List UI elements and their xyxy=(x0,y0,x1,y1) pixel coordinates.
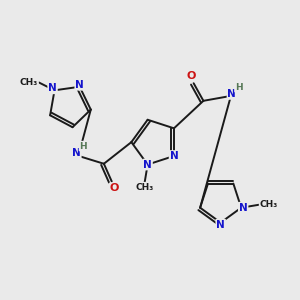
Text: N: N xyxy=(75,80,84,90)
Text: CH₃: CH₃ xyxy=(20,78,38,87)
Text: H: H xyxy=(235,82,243,91)
Text: O: O xyxy=(187,71,196,81)
Text: N: N xyxy=(216,220,225,230)
Text: N: N xyxy=(239,203,248,213)
Text: N: N xyxy=(48,83,57,93)
Text: CH₃: CH₃ xyxy=(136,183,154,192)
Text: N: N xyxy=(227,89,236,99)
Text: H: H xyxy=(80,142,87,151)
Text: CH₃: CH₃ xyxy=(260,200,278,209)
Text: N: N xyxy=(143,160,152,170)
Text: O: O xyxy=(110,183,119,193)
Text: N: N xyxy=(169,151,178,161)
Text: N: N xyxy=(72,148,81,158)
